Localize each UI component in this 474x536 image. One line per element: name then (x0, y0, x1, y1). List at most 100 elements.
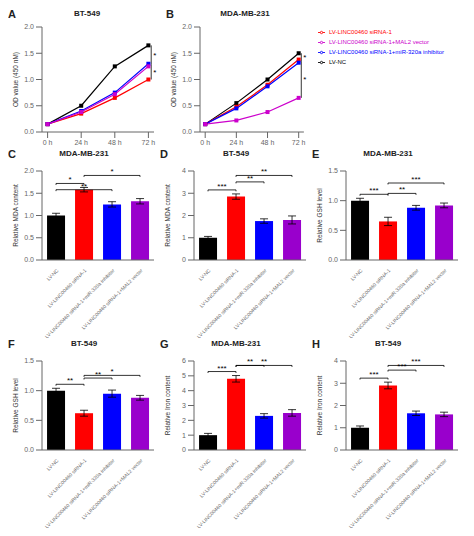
svg-text:*: * (153, 51, 156, 60)
svg-text:24 h: 24 h (230, 139, 244, 146)
svg-text:1: 1 (334, 424, 338, 431)
svg-text:***: *** (397, 362, 406, 371)
svg-text:**: ** (81, 182, 87, 191)
svg-text:***: *** (411, 175, 420, 184)
svg-text:0.0: 0.0 (24, 446, 34, 453)
svg-text:1: 1 (182, 234, 186, 241)
svg-text:0.5: 0.5 (24, 102, 34, 109)
svg-text:LV-NC: LV-NC (45, 267, 60, 282)
svg-text:***: *** (411, 357, 420, 366)
svg-text:72 h: 72 h (292, 139, 306, 146)
svg-text:0.0: 0.0 (24, 128, 34, 135)
svg-text:0.0: 0.0 (182, 128, 192, 135)
svg-text:4: 4 (182, 167, 186, 174)
svg-text:24 h: 24 h (74, 139, 88, 146)
svg-text:LV-LINC00460 siRNA-1: LV-LINC00460 siRNA-1 (350, 457, 392, 499)
svg-text:4: 4 (334, 357, 338, 364)
svg-text:1.5: 1.5 (182, 50, 192, 57)
svg-text:48 h: 48 h (261, 139, 275, 146)
svg-text:LV-LINC00460 siRNA-1: LV-LINC00460 siRNA-1 (350, 267, 392, 309)
svg-text:0 h: 0 h (43, 139, 53, 146)
html-text:MDA-MB-231: MDA-MB-231 (59, 149, 109, 158)
svg-text:3: 3 (182, 190, 186, 197)
svg-text:1.5: 1.5 (24, 357, 34, 364)
svg-text:LV-LINC00460 siRNA-1+MAL2 vect: LV-LINC00460 siRNA-1+MAL2 vector (80, 267, 143, 330)
svg-text:OD value (450 nM): OD value (450 nM) (12, 52, 20, 107)
svg-text:2.0: 2.0 (182, 23, 192, 30)
svg-text:1.0: 1.0 (182, 76, 192, 83)
svg-text:3: 3 (334, 380, 338, 387)
svg-text:1.0: 1.0 (24, 212, 34, 219)
svg-text:Relative GSH level: Relative GSH level (12, 378, 19, 433)
svg-text:0.5: 0.5 (24, 417, 34, 424)
svg-text:LV-NC: LV-NC (197, 267, 212, 282)
svg-text:4: 4 (182, 387, 186, 394)
html-text:MDA-MB-231: MDA-MB-231 (220, 9, 270, 18)
html-text:BT-549: BT-549 (73, 9, 101, 18)
svg-text:LV-LINC00460 siRNA-1+MAL2 vect: LV-LINC00460 siRNA-1+MAL2 vector (232, 267, 295, 330)
svg-text:*: * (153, 68, 156, 77)
svg-text:1.5: 1.5 (24, 190, 34, 197)
svg-text:72 h: 72 h (142, 139, 156, 146)
svg-text:2: 2 (182, 212, 186, 219)
svg-text:5: 5 (182, 372, 186, 379)
html-text:BT-549: BT-549 (222, 149, 250, 158)
svg-text:0.0: 0.0 (328, 256, 338, 263)
svg-text:1: 1 (182, 432, 186, 439)
svg-text:**: ** (261, 357, 267, 366)
svg-text:1.5: 1.5 (328, 167, 338, 174)
svg-text:Relative MDA content: Relative MDA content (164, 184, 171, 247)
svg-text:Relative Iron content: Relative Iron content (164, 376, 171, 436)
svg-text:LV-LINC00460 siRNA-1: LV-LINC00460 siRNA-1 (198, 457, 240, 499)
svg-text:***: *** (369, 370, 378, 379)
svg-text:2: 2 (182, 417, 186, 424)
svg-text:LV-LINC00460 siRNA-1: LV-LINC00460 siRNA-1 (46, 457, 88, 499)
svg-text:***: *** (217, 364, 226, 373)
svg-text:**: ** (261, 167, 267, 176)
svg-text:3: 3 (182, 402, 186, 409)
svg-text:*: * (68, 175, 71, 184)
svg-text:0: 0 (334, 446, 338, 453)
svg-text:*: * (303, 53, 306, 62)
svg-text:0: 0 (182, 256, 186, 263)
svg-text:*: * (303, 75, 306, 84)
svg-text:1.0: 1.0 (24, 387, 34, 394)
svg-text:LV-LINC00460 siRNA-1+MAL2 vect: LV-LINC00460 siRNA-1+MAL2 vector (384, 457, 447, 520)
svg-text:**: ** (67, 376, 73, 385)
svg-text:6: 6 (182, 357, 186, 364)
svg-text:1.0: 1.0 (328, 197, 338, 204)
svg-text:48 h: 48 h (108, 139, 122, 146)
svg-text:**: ** (95, 370, 101, 379)
svg-text:LV-NC: LV-NC (45, 457, 60, 472)
svg-text:Relative MDA content: Relative MDA content (12, 184, 19, 247)
svg-text:0 h: 0 h (200, 139, 210, 146)
svg-text:LV-LINC00460 siRNA-1: LV-LINC00460 siRNA-1 (46, 267, 88, 309)
svg-text:LV-LINC00460 siRNA-1+MAL2 vect: LV-LINC00460 siRNA-1+MAL2 vector (232, 457, 295, 520)
svg-text:LV-NC: LV-NC (349, 457, 364, 472)
svg-text:Relative Iron content: Relative Iron content (316, 376, 323, 436)
svg-text:1.5: 1.5 (24, 50, 34, 57)
svg-text:2.0: 2.0 (24, 167, 34, 174)
svg-text:LV-LINC00460 siRNA-1+MAL2 vect: LV-LINC00460 siRNA-1+MAL2 vector (80, 457, 143, 520)
svg-text:**: ** (247, 357, 253, 366)
svg-text:LV-NC: LV-NC (197, 457, 212, 472)
svg-text:Relative GSH level: Relative GSH level (316, 188, 323, 243)
svg-text:LV-LINC00460 siRNA-1: LV-LINC00460 siRNA-1 (198, 267, 240, 309)
svg-text:***: *** (369, 186, 378, 195)
svg-text:2.0: 2.0 (24, 23, 34, 30)
svg-text:LV-LINC00460 siRNA-1+MAL2 vect: LV-LINC00460 siRNA-1+MAL2 vector (384, 267, 447, 330)
svg-text:1.0: 1.0 (24, 76, 34, 83)
svg-text:0: 0 (182, 446, 186, 453)
svg-text:*: * (110, 167, 113, 176)
svg-text:**: ** (399, 185, 405, 194)
svg-text:OD value (450 nM): OD value (450 nM) (170, 52, 178, 107)
svg-text:LV-NC: LV-NC (349, 267, 364, 282)
svg-text:2: 2 (334, 402, 338, 409)
svg-text:**: ** (247, 174, 253, 183)
svg-text:*: * (110, 367, 113, 376)
svg-text:0.5: 0.5 (24, 234, 34, 241)
svg-text:***: *** (217, 182, 226, 191)
svg-text:0.5: 0.5 (328, 227, 338, 234)
svg-text:0.0: 0.0 (24, 256, 34, 263)
svg-text:0.5: 0.5 (182, 102, 192, 109)
